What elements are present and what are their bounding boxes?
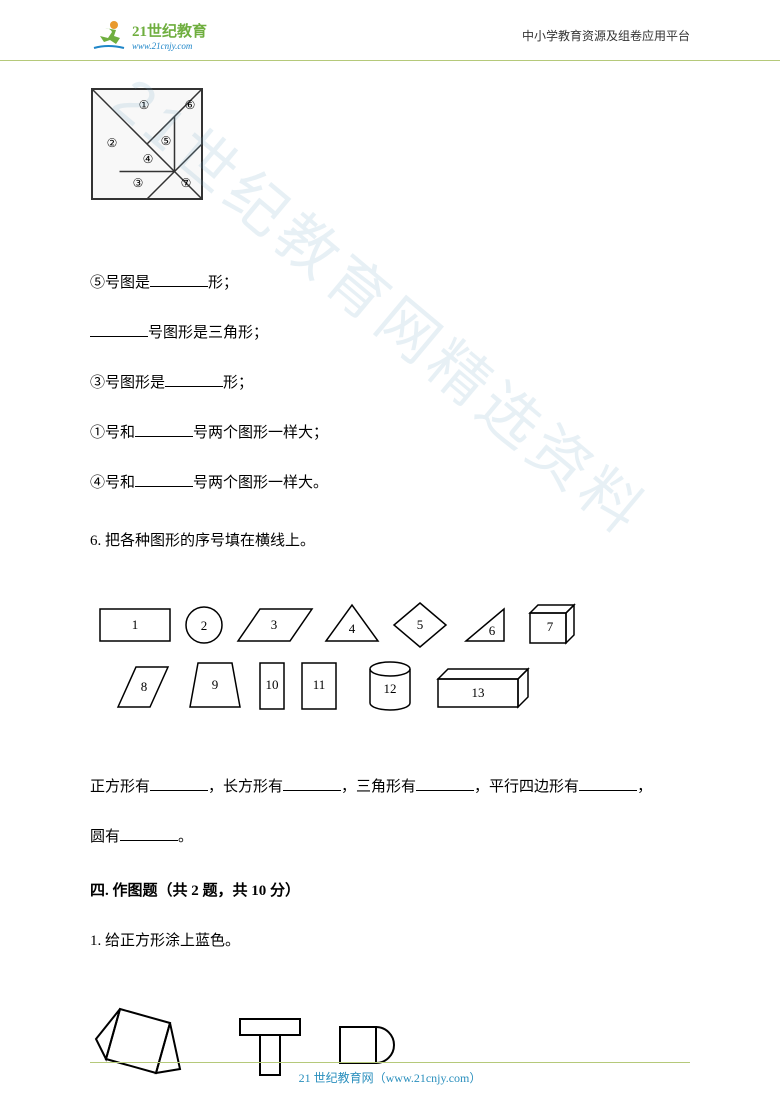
runner-icon	[90, 18, 128, 52]
tangram-label-5: ⑤	[161, 134, 172, 148]
q5-line2: 号图形是三角形；	[90, 321, 690, 345]
section4-q1: 1. 给正方形涂上蓝色。	[90, 929, 690, 953]
svg-text:3: 3	[271, 617, 278, 632]
blank[interactable]	[135, 473, 193, 487]
page-header: 21世纪教育 www.21cnjy.com 中小学教育资源及组卷应用平台	[0, 0, 780, 61]
q5-line2-b: 号图形是三角形；	[148, 325, 268, 341]
q5-line1-b: 形；	[208, 275, 238, 291]
q5-line4-b: 号两个图形一样大；	[193, 425, 328, 441]
blank[interactable]	[416, 777, 474, 791]
q5-line1: ⑤号图是 形；	[90, 271, 690, 295]
blank[interactable]	[150, 273, 208, 287]
footer-link[interactable]: www.21cnjy.com	[386, 1071, 470, 1085]
footer-c: ）	[469, 1071, 481, 1085]
blank[interactable]	[165, 373, 223, 387]
blank[interactable]	[90, 323, 148, 337]
svg-text:13: 13	[472, 685, 485, 700]
tangram-label-7: ⑦	[181, 176, 192, 190]
q5-line3-a: ③号图形是	[90, 375, 165, 391]
blank[interactable]	[120, 827, 178, 841]
tangram-label-4: ④	[143, 152, 154, 166]
q5-line5-a: ④号和	[90, 475, 135, 491]
svg-text:9: 9	[212, 677, 219, 692]
ans-d: ，平行四边形有	[474, 779, 579, 795]
q6-prompt: 6. 把各种图形的序号填在横线上。	[90, 529, 690, 553]
q5-line1-a: ⑤号图是	[90, 275, 150, 291]
q5-line4-a: ①号和	[90, 425, 135, 441]
tangram-label-2: ②	[107, 136, 118, 150]
svg-text:11: 11	[313, 677, 326, 692]
logo-text-21: 21世纪教育	[132, 24, 207, 40]
logo-url: www.21cnjy.com	[132, 41, 207, 51]
ans-f: 圆有	[90, 829, 120, 845]
ans-e: ，	[637, 779, 652, 795]
blank[interactable]	[150, 777, 208, 791]
svg-text:12: 12	[384, 681, 397, 696]
svg-text:1: 1	[132, 617, 139, 632]
svg-text:7: 7	[547, 619, 554, 634]
ans-c: ，三角形有	[341, 779, 416, 795]
shapes-diagram: 1 2 3 4 5 6 7 8 9 10 11	[90, 597, 650, 727]
svg-text:8: 8	[141, 679, 148, 694]
blank[interactable]	[579, 777, 637, 791]
q5-line3-b: 形；	[223, 375, 253, 391]
svg-text:5: 5	[417, 617, 424, 632]
tangram-label-3: ③	[133, 176, 144, 190]
svg-text:6: 6	[489, 623, 496, 638]
q5-line5: ④号和 号两个图形一样大。	[90, 471, 690, 495]
svg-text:4: 4	[349, 621, 356, 636]
footer-a: 21 世纪教育网（	[299, 1071, 386, 1085]
page-footer: 21 世纪教育网（www.21cnjy.com）	[0, 1062, 780, 1087]
tangram-label-1: ①	[139, 98, 150, 112]
footer-rule	[90, 1062, 690, 1063]
header-subtitle: 中小学教育资源及组卷应用平台	[522, 27, 690, 44]
q5-line5-b: 号两个图形一样大。	[193, 475, 328, 491]
svg-text:2: 2	[201, 618, 208, 633]
ans-b: ，长方形有	[208, 779, 283, 795]
q5-line3: ③号图形是 形；	[90, 371, 690, 395]
blank[interactable]	[283, 777, 341, 791]
svg-text:10: 10	[266, 677, 279, 692]
q6-answer-line1: 正方形有 ，长方形有 ，三角形有 ，平行四边形有 ，	[90, 775, 690, 799]
footer-text: 21 世纪教育网（www.21cnjy.com）	[299, 1071, 482, 1085]
q5-line4: ①号和 号两个图形一样大；	[90, 421, 690, 445]
ans-a: 正方形有	[90, 779, 150, 795]
tangram-diagram: ① ② ③ ④ ⑤ ⑥ ⑦	[90, 87, 210, 207]
tangram-label-6: ⑥	[185, 98, 196, 112]
site-logo: 21世纪教育 www.21cnjy.com	[90, 18, 207, 52]
blank[interactable]	[135, 423, 193, 437]
ans-g: 。	[178, 829, 193, 845]
page-content: ① ② ③ ④ ⑤ ⑥ ⑦ ⑤号图是形； 号图形是三角形； ③号图形是形； ①号…	[0, 61, 780, 1107]
q6-answer-line2: 圆有 。	[90, 825, 690, 849]
section4-title: 四. 作图题（共 2 题，共 10 分）	[90, 879, 690, 903]
